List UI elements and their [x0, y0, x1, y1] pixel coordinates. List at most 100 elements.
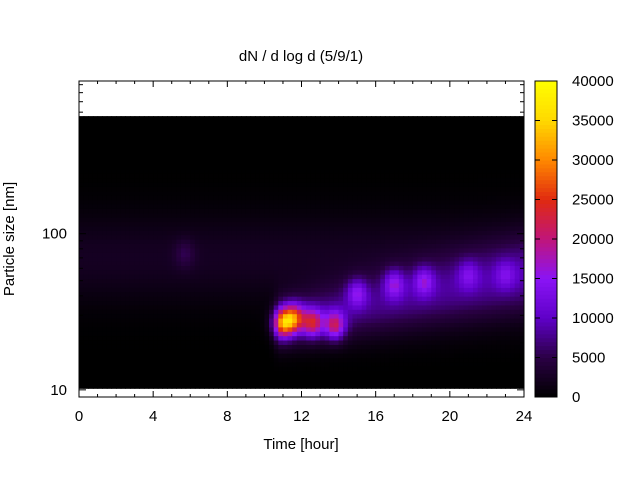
heatmap-cell: [259, 234, 266, 240]
heatmap-cell: [384, 339, 391, 345]
heatmap-cell: [190, 252, 196, 258]
heatmap-cell: [190, 375, 196, 381]
heatmap-cell: [445, 243, 451, 249]
heatmap-cell: [218, 203, 224, 209]
heatmap-cell: [259, 247, 266, 253]
heatmap-cell: [241, 361, 247, 367]
heatmap-cell: [301, 309, 307, 315]
heatmap-cell: [426, 203, 432, 209]
heatmap-cell: [445, 168, 451, 174]
heatmap-cell: [120, 186, 126, 192]
heatmap-cell: [199, 282, 205, 288]
heatmap-cell: [426, 348, 432, 354]
heatmap-cell: [250, 142, 256, 148]
heatmap-cell: [264, 348, 270, 354]
heatmap-cell: [440, 195, 446, 201]
heatmap-cell: [157, 243, 164, 249]
heatmap-cell: [278, 256, 284, 262]
heatmap-cell: [329, 348, 335, 354]
heatmap-cell: [426, 287, 432, 293]
heatmap-cell: [79, 124, 85, 130]
heatmap-cell: [79, 344, 85, 350]
heatmap-cell: [380, 300, 386, 306]
heatmap-cell: [227, 309, 233, 315]
heatmap-cell: [204, 160, 210, 165]
heatmap-cell: [412, 181, 418, 187]
heatmap-cell: [282, 296, 289, 302]
heatmap-cell: [180, 247, 187, 253]
heatmap-cell: [380, 234, 386, 240]
heatmap-cell: [347, 379, 354, 385]
heatmap-cell: [250, 124, 256, 130]
heatmap-cell: [435, 322, 442, 328]
heatmap-cell: [394, 282, 400, 288]
heatmap-cell: [190, 120, 196, 126]
heatmap-cell: [157, 370, 164, 376]
heatmap-cell: [250, 361, 256, 367]
heatmap-cell: [208, 335, 215, 341]
heatmap-cell: [171, 230, 177, 236]
heatmap-cell: [292, 265, 298, 271]
heatmap-cell: [250, 181, 256, 187]
heatmap-cell: [134, 291, 140, 297]
heatmap-cell: [204, 177, 210, 183]
heatmap-cell: [375, 120, 381, 126]
heatmap-cell: [185, 195, 191, 201]
heatmap-cell: [384, 348, 391, 354]
heatmap-cell: [287, 124, 293, 130]
heatmap-cell: [106, 173, 113, 179]
heatmap-cell: [134, 282, 140, 288]
heatmap-cell: [92, 335, 99, 341]
heatmap-cell: [167, 138, 173, 144]
heatmap-cell: [180, 239, 187, 244]
heatmap-cell: [88, 366, 94, 372]
heatmap-cell: [259, 366, 266, 372]
heatmap-cell: [125, 177, 131, 183]
heatmap-cell: [338, 318, 344, 323]
heatmap-cell: [218, 243, 224, 249]
heatmap-cell: [106, 274, 113, 280]
heatmap-cell: [194, 239, 201, 244]
heatmap-cell: [361, 278, 367, 284]
heatmap-cell: [129, 326, 136, 332]
heatmap-cell: [236, 287, 242, 293]
heatmap-cell: [324, 313, 330, 319]
heatmap-cell: [273, 322, 279, 328]
heatmap-cell: [324, 160, 330, 165]
heatmap-cell: [143, 326, 150, 332]
heatmap-cell: [357, 142, 363, 148]
heatmap-cell: [139, 300, 145, 306]
heatmap-cell: [218, 348, 224, 354]
heatmap-cell: [269, 274, 275, 280]
heatmap-cell: [245, 357, 252, 363]
heatmap-cell: [231, 177, 238, 183]
heatmap-cell: [180, 129, 187, 135]
heatmap-cell: [394, 199, 400, 205]
heatmap-cell: [320, 181, 326, 187]
heatmap-cell: [380, 133, 386, 139]
heatmap-cell: [296, 291, 303, 297]
heatmap-cell: [180, 155, 187, 161]
heatmap-cell: [139, 252, 145, 258]
heatmap-cell: [310, 160, 317, 165]
heatmap-cell: [329, 326, 335, 332]
heatmap-cell: [129, 335, 136, 341]
heatmap-cell: [255, 124, 261, 130]
heatmap-cell: [204, 322, 210, 328]
heatmap-cell: [102, 260, 108, 266]
heatmap-cell: [347, 155, 354, 161]
heatmap-cell: [120, 146, 126, 152]
heatmap-cell: [180, 265, 187, 271]
heatmap-cell: [426, 344, 432, 350]
heatmap-cell: [125, 353, 131, 359]
heatmap-cell: [92, 160, 99, 165]
heatmap-cell: [347, 225, 354, 231]
heatmap-cell: [111, 252, 117, 258]
heatmap-cell: [352, 177, 358, 183]
heatmap-cell: [417, 282, 423, 288]
heatmap-cell: [440, 291, 446, 297]
heatmap-cell: [92, 173, 99, 179]
heatmap-cell: [190, 199, 196, 205]
heatmap-cell: [445, 217, 451, 223]
heatmap-cell: [241, 212, 247, 218]
